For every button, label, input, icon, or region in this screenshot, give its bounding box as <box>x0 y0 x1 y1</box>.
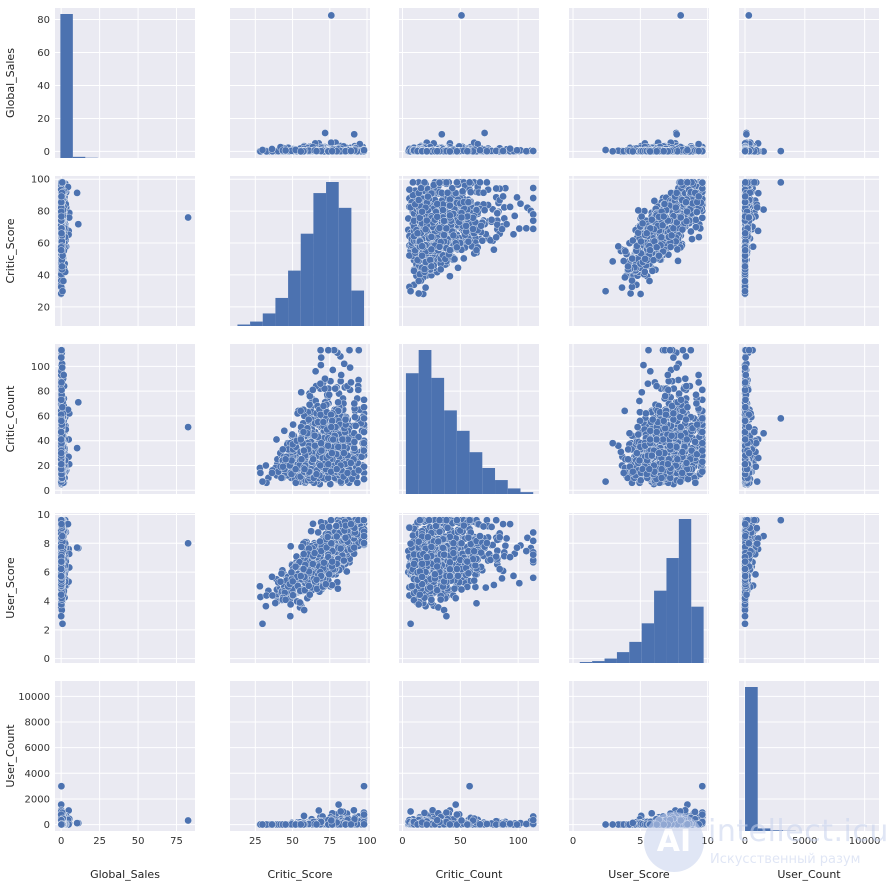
scatter-point <box>478 236 487 245</box>
scatter-point <box>672 130 681 139</box>
scatter-point <box>281 146 290 155</box>
y-tick-label: 20 <box>37 114 50 125</box>
panel-Global_Sales-vs-User_Count <box>739 8 879 158</box>
histogram-bar <box>60 14 73 158</box>
scatter-point <box>463 147 472 155</box>
scatter-point <box>529 194 538 202</box>
histogram-bar <box>313 193 327 326</box>
histogram-bar <box>288 270 301 326</box>
histogram-bar <box>72 156 86 158</box>
scatter-point <box>513 146 521 155</box>
scatter-point <box>73 189 81 197</box>
y-tick-label: 20 <box>37 302 50 313</box>
histogram-bar <box>275 297 289 326</box>
histogram-bar <box>300 233 314 326</box>
panel-Critic_Score-vs-Critic_Count <box>399 176 539 326</box>
scatter-point <box>437 130 446 139</box>
panel-background <box>739 8 879 158</box>
y-tick-label: 100 <box>31 175 50 186</box>
scatter-point <box>360 146 368 154</box>
y-tick-label: 60 <box>37 239 50 250</box>
scatter-point <box>350 130 359 139</box>
scatter-point <box>59 277 68 285</box>
scatter-point <box>510 212 519 220</box>
panel-Global_Sales-vs-User_Score <box>569 8 709 158</box>
scatter-point <box>483 147 491 155</box>
scatter-point <box>422 147 431 156</box>
scatter-point <box>328 147 337 155</box>
scatter-point <box>57 212 66 221</box>
scatter-point <box>414 289 423 298</box>
scatter-point <box>457 11 466 20</box>
scatter-point <box>476 146 484 154</box>
scatter-point <box>57 229 66 238</box>
scatter-point <box>529 184 538 192</box>
scatter-point <box>57 246 66 254</box>
panel-background <box>55 176 195 326</box>
scatter-point <box>347 147 355 155</box>
y-tick-label: 80 <box>37 15 50 26</box>
scatter-point <box>506 144 514 153</box>
scatter-point <box>184 213 192 222</box>
scatter-point <box>529 147 538 155</box>
scatter-point <box>258 146 267 154</box>
scatter-point <box>327 138 336 147</box>
scatter-point <box>659 147 668 155</box>
scatter-point <box>683 146 692 154</box>
scatter-point <box>694 147 703 155</box>
histogram-bar <box>250 321 263 326</box>
panel-Critic_Score-vs-Critic_Score <box>230 176 370 326</box>
y-tick-label: 0 <box>44 147 50 158</box>
scatter-point <box>480 129 489 137</box>
scatter-point <box>741 147 749 155</box>
scatter-point <box>421 283 430 292</box>
panel-Critic_Score-vs-Global_Sales: 20 40 60 80 100 <box>31 175 195 326</box>
scatter-point <box>694 140 703 148</box>
scatter-point <box>296 147 305 156</box>
panel-Global_Sales-vs-Global_Sales: 0 20 40 60 80 <box>37 8 195 158</box>
scatter-point <box>446 147 454 156</box>
scatter-point <box>58 178 67 187</box>
scatter-point <box>522 147 531 155</box>
panel-background <box>55 8 195 158</box>
scatter-point <box>629 147 637 156</box>
scatter-point <box>433 147 442 155</box>
scatter-point <box>515 224 524 233</box>
scatter-point <box>268 145 276 153</box>
scatter-point <box>58 262 66 271</box>
scatter-point <box>777 147 785 155</box>
y-tick-label: 80 <box>37 207 50 218</box>
scatter-point <box>74 220 83 228</box>
scatter-point <box>745 11 753 20</box>
scatter-point <box>601 146 610 154</box>
histogram-bar <box>326 182 339 326</box>
scatter-point <box>312 147 321 155</box>
histogram-bar <box>338 207 352 326</box>
scatter-point <box>321 129 329 137</box>
scatter-point <box>646 147 654 156</box>
scatter-point <box>676 11 685 20</box>
scatter-point <box>58 287 67 296</box>
panel-background <box>230 8 370 158</box>
scatter-point <box>490 245 498 254</box>
panel-Global_Sales-vs-Critic_Count <box>399 8 539 158</box>
y-tick-label: 40 <box>37 81 50 92</box>
scatter-point <box>57 192 66 201</box>
scatter-point <box>652 147 661 156</box>
scatter-point <box>327 11 336 20</box>
y-tick-label: 40 <box>37 270 50 281</box>
histogram-bar <box>351 290 365 326</box>
panel-background <box>569 8 709 158</box>
scatter-point <box>516 199 525 208</box>
scatter-point <box>499 147 507 155</box>
histogram-bar <box>262 313 276 326</box>
scatter-point <box>453 147 461 156</box>
panel-Global_Sales-vs-Critic_Score <box>230 8 370 158</box>
histogram-bar <box>237 324 251 326</box>
y-tick-label: 60 <box>37 48 50 59</box>
scatter-point <box>608 147 617 156</box>
scatter-point <box>742 130 751 139</box>
